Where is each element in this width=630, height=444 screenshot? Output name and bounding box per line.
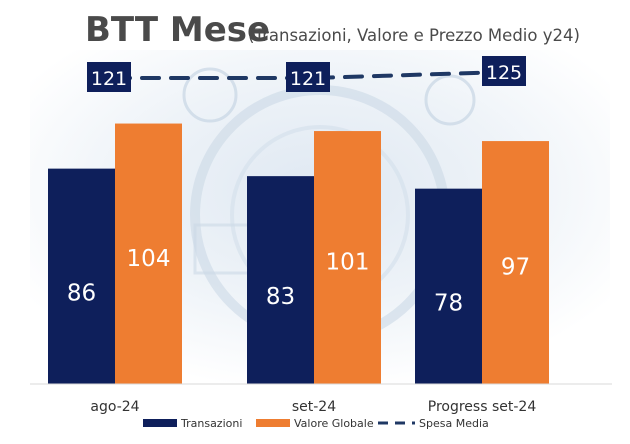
category-label-ago-24: ago-24 [90, 399, 139, 415]
bar-transazioni-set-24 [247, 176, 314, 384]
data-label-transazioni-ago-24: 86 [67, 280, 96, 306]
chart-title: BTT Mese [85, 10, 270, 50]
data-label-valore-globale-progress-set-24: 97 [501, 255, 530, 281]
average-label-progress-set-24: 125 [486, 62, 522, 84]
legend-swatch-transazioni [143, 419, 177, 427]
data-label-valore-globale-ago-24: 104 [127, 246, 171, 272]
tech-bubble-right-icon [424, 74, 476, 126]
legend: Transazioni Valore Globale Spesa Media [143, 417, 489, 430]
category-label-set-24: set-24 [292, 399, 336, 415]
bar-valore-globale-progress-set-24 [482, 141, 549, 384]
average-label-box-ago-24 [87, 62, 131, 92]
average-label-set-24: 121 [290, 68, 326, 90]
legend-label-spesa-media: Spesa Media [419, 417, 489, 430]
data-label-valore-globale-set-24: 101 [326, 250, 370, 276]
bar-transazioni-progress-set-24 [415, 188, 482, 384]
legend-label-valore-globale: Valore Globale [294, 417, 374, 430]
category-labels: ago-24 set-24 Progress set-24 [90, 399, 536, 415]
average-label-box-progress-set-24 [482, 56, 526, 86]
legend-swatch-valore-globale [256, 419, 290, 427]
category-label-progress-set-24: Progress set-24 [428, 399, 537, 415]
bar-valore-globale-ago-24 [115, 123, 182, 385]
data-label-transazioni-set-24: 83 [266, 284, 295, 310]
average-label-ago-24: 121 [91, 68, 127, 90]
data-label-transazioni-progress-set-24: 78 [434, 290, 463, 316]
average-label-box-set-24 [286, 62, 330, 92]
bar-transazioni-ago-24 [48, 168, 115, 384]
bar-valore-globale-set-24 [314, 131, 381, 384]
average-line-layer: 121 121 125 [87, 56, 526, 92]
legend-label-transazioni: Transazioni [180, 417, 242, 430]
chart-subtitle: (Transazioni, Valore e Prezzo Medio y24) [248, 26, 580, 45]
tech-bubble-icon [182, 67, 238, 123]
bars-layer: 86 104 83 101 78 97 [48, 123, 549, 385]
